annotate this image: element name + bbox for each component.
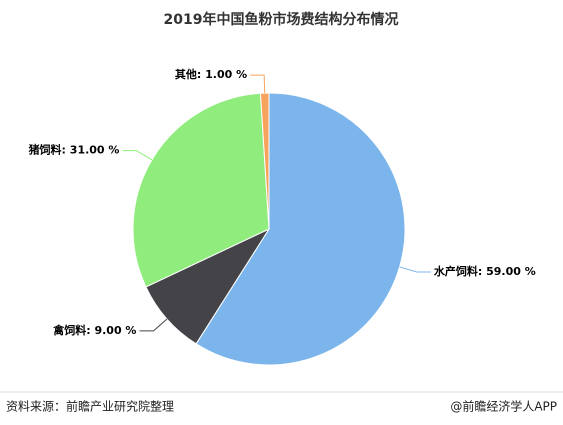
data-label: 水产饲料: 59.00 % <box>434 264 536 278</box>
chart-title: 2019年中国鱼粉市场费结构分布情况 <box>164 11 399 28</box>
pie-slice <box>132 92 270 288</box>
credit: @前瞻经济学人APP <box>450 399 557 414</box>
data-label: 禽饲料: 9.00 % <box>52 323 136 337</box>
label-connector <box>122 150 153 161</box>
pie-slice <box>195 92 406 366</box>
label-connector <box>399 266 431 273</box>
data-label: 猪饲料: 31.00 % <box>28 143 120 157</box>
source: 资料来源：前瞻产业研究院整理 <box>6 399 174 414</box>
data-label: 其他: 1.00 % <box>175 67 247 81</box>
label-connector <box>250 74 266 94</box>
label-connector <box>139 318 168 332</box>
